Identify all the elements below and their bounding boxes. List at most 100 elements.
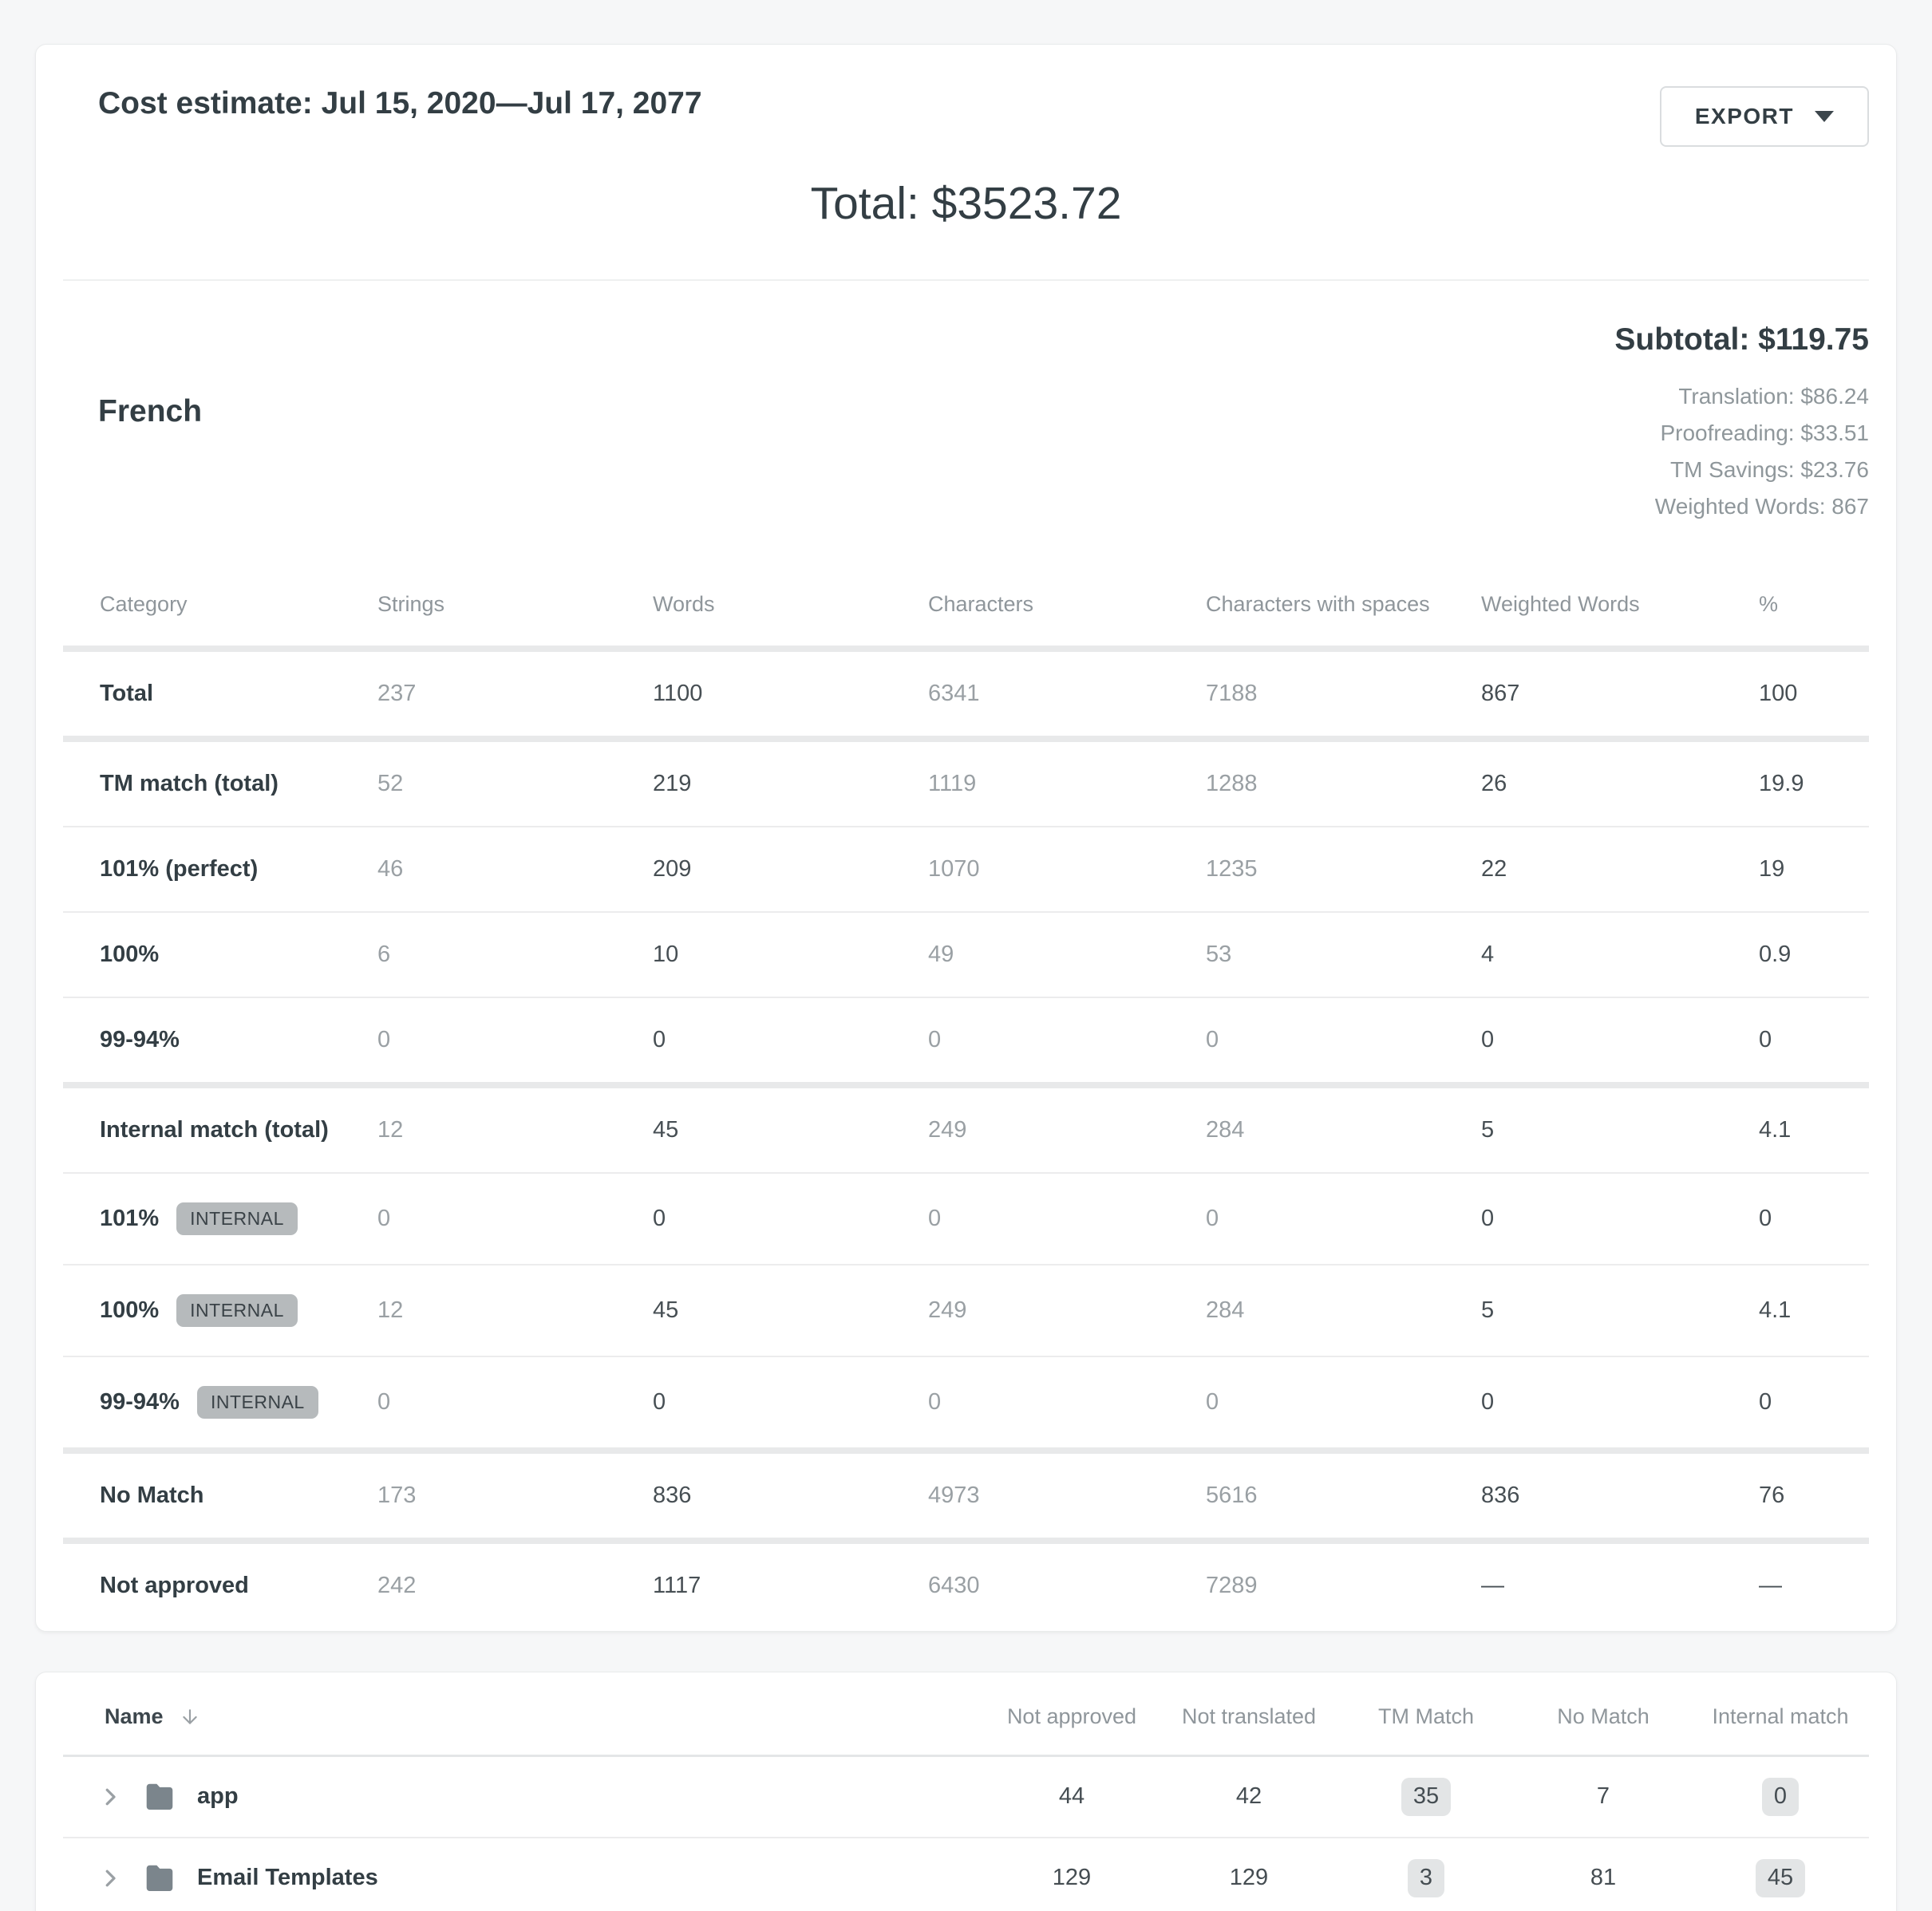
subtotal-stat: Weighted Words: 867 — [1654, 494, 1869, 519]
category-label: TM match (total) — [100, 771, 279, 796]
cost-value-cell: 7289 — [1206, 1573, 1258, 1598]
cost-value-cell: 0 — [1759, 1173, 1869, 1265]
category-cell: Internal match (total) — [63, 1085, 377, 1174]
cost-value-cell: 0 — [928, 997, 1206, 1088]
cost-value-cell: 0.9 — [1759, 912, 1869, 998]
category-label: 101% — [100, 1206, 160, 1231]
category-cell: 101% (perfect) — [63, 827, 377, 913]
internal-match-value: 0 — [1692, 1755, 1869, 1838]
cost-table-header-row: Category Strings Words Characters Characters… — [63, 565, 1869, 652]
cost-value-cell: 1235 — [1206, 827, 1481, 913]
count-badge: 35 — [1401, 1778, 1452, 1816]
category-label: Internal match (total) — [100, 1117, 329, 1143]
subtotal-stat: Translation: $86.24 — [1678, 384, 1869, 409]
cost-value-cell: 53 — [1206, 912, 1481, 998]
cost-value-cell: 4.1 — [1759, 1085, 1869, 1174]
cost-table-row: 101% (perfect) 46 209 1070 1235 22 19 — [63, 827, 1869, 913]
cost-value-cell: 0 — [1481, 997, 1759, 1088]
language-section: French Subtotal: $119.75 Translation: $8… — [63, 281, 1869, 533]
cost-value-cell: 76 — [1759, 1451, 1869, 1544]
cost-value-cell: 0 — [1759, 1356, 1869, 1454]
cost-value-cell: 0 — [1481, 1173, 1759, 1265]
cost-table-row: 100% INTERNAL 12 45 249 284 5 4.1 — [63, 1265, 1869, 1357]
tm-match-value: 35 — [1337, 1755, 1515, 1838]
files-table-row[interactable]: Email Templates 129 129 3 81 45 — [63, 1837, 1869, 1911]
not-approved-value: 129 — [983, 1837, 1160, 1911]
sort-descending-icon — [182, 1708, 197, 1724]
header-divider — [63, 279, 1869, 281]
internal-badge: INTERNAL — [196, 1386, 318, 1419]
cost-table-row: Total 237 1100 6341 7188 867 100 — [63, 649, 1869, 742]
category-cell: 99-94% INTERNAL — [63, 1356, 377, 1454]
cost-value-cell: — — [1759, 1573, 1782, 1598]
page-title: Cost estimate: Jul 15, 2020—Jul 17, 2077 — [98, 86, 702, 120]
cost-value-cell: 173 — [377, 1451, 653, 1544]
category-label: 99-94% — [100, 1389, 180, 1415]
cost-value-cell: 0 — [1206, 997, 1481, 1088]
subtotal-stat: Proofreading: $33.51 — [1660, 420, 1869, 445]
category-label: 101% (perfect) — [100, 856, 259, 882]
internal-badge: INTERNAL — [176, 1202, 298, 1235]
export-button[interactable]: EXPORT — [1659, 86, 1869, 147]
cost-value-cell: 6 — [377, 912, 653, 998]
name-column-label: Name — [105, 1704, 164, 1728]
cost-value-cell: 6341 — [928, 649, 1206, 742]
cost-value-cell: 0 — [1481, 1356, 1759, 1454]
files-table-header-row: Name Not approved Not translated TM Match No… — [63, 1677, 1869, 1757]
files-column-header: TM Match — [1337, 1677, 1515, 1757]
cost-column-header: Weighted Words — [1481, 565, 1759, 652]
count-badge: 45 — [1755, 1858, 1806, 1897]
chevron-right-icon[interactable] — [98, 1785, 122, 1809]
files-card: Name Not approved Not translated TM Match No… — [35, 1672, 1897, 1911]
cost-table-row: 100% 6 10 49 53 4 0.9 — [63, 912, 1869, 998]
cost-value-cell: 1119 — [928, 739, 1206, 827]
cost-value-cell: 0 — [377, 1173, 653, 1265]
files-table-row[interactable]: app 44 42 35 7 0 — [63, 1755, 1869, 1838]
folder-name: Email Templates — [197, 1865, 378, 1891]
subtotal-amount: Subtotal: $119.75 — [1614, 322, 1869, 357]
cost-column-header: Strings — [377, 565, 653, 652]
cost-value-cell: 19.9 — [1759, 739, 1869, 827]
cost-value-cell: 249 — [928, 1265, 1206, 1357]
category-label: Not approved — [100, 1573, 249, 1598]
chevron-right-icon[interactable] — [98, 1866, 122, 1890]
category-cell: Not approved — [63, 1541, 377, 1628]
not-translated-value: 129 — [1160, 1837, 1337, 1911]
files-column-header: Not translated — [1160, 1677, 1337, 1757]
folder-name-cell: Email Templates — [63, 1837, 983, 1911]
not-approved-value: 44 — [983, 1755, 1160, 1838]
estimate-header: Cost estimate: Jul 15, 2020—Jul 17, 2077… — [63, 45, 1869, 147]
cost-value-cell: 0 — [1206, 1356, 1481, 1454]
cost-value-cell: 0 — [377, 997, 653, 1088]
count-badge: 3 — [1407, 1858, 1445, 1897]
cost-value-cell: 1288 — [1206, 739, 1481, 827]
cost-value-cell: 242 — [377, 1573, 417, 1598]
cost-estimate-card: Cost estimate: Jul 15, 2020—Jul 17, 2077… — [35, 44, 1897, 1632]
cost-column-header: Words — [653, 565, 928, 652]
subtotal-block: Subtotal: $119.75 Translation: $86.24 Pro… — [1614, 322, 1869, 525]
cost-value-cell: 19 — [1759, 827, 1869, 913]
cost-value-cell: 0 — [928, 1356, 1206, 1454]
cost-value-cell: 100 — [1759, 649, 1869, 742]
tm-match-value: 3 — [1337, 1837, 1515, 1911]
cost-table-row: TM match (total) 52 219 1119 1288 26 19.9 — [63, 739, 1869, 827]
category-cell: 100% — [63, 912, 377, 998]
files-column-header: Not approved — [983, 1677, 1160, 1757]
export-button-label: EXPORT — [1694, 104, 1794, 128]
cost-value-cell: 5 — [1481, 1265, 1759, 1357]
cost-value-cell: 0 — [928, 1173, 1206, 1265]
cost-value-cell: 5 — [1481, 1085, 1759, 1174]
name-sort-control[interactable]: Name — [105, 1704, 200, 1729]
count-badge: 0 — [1761, 1778, 1800, 1816]
cost-value-cell: 0 — [1759, 997, 1869, 1088]
cost-value-cell: 4 — [1481, 912, 1759, 998]
folder-name: app — [197, 1783, 239, 1810]
cost-table-row: 101% INTERNAL 0 0 0 0 0 0 — [63, 1173, 1869, 1265]
no-match-value: 7 — [1515, 1755, 1692, 1838]
cost-value-cell: 836 — [653, 1451, 928, 1544]
category-cell: Total — [63, 649, 377, 742]
cost-value-cell: 284 — [1206, 1085, 1481, 1174]
category-label: 99-94% — [100, 1027, 180, 1052]
files-column-header: No Match — [1515, 1677, 1692, 1757]
cost-value-cell: 6430 — [928, 1573, 980, 1598]
